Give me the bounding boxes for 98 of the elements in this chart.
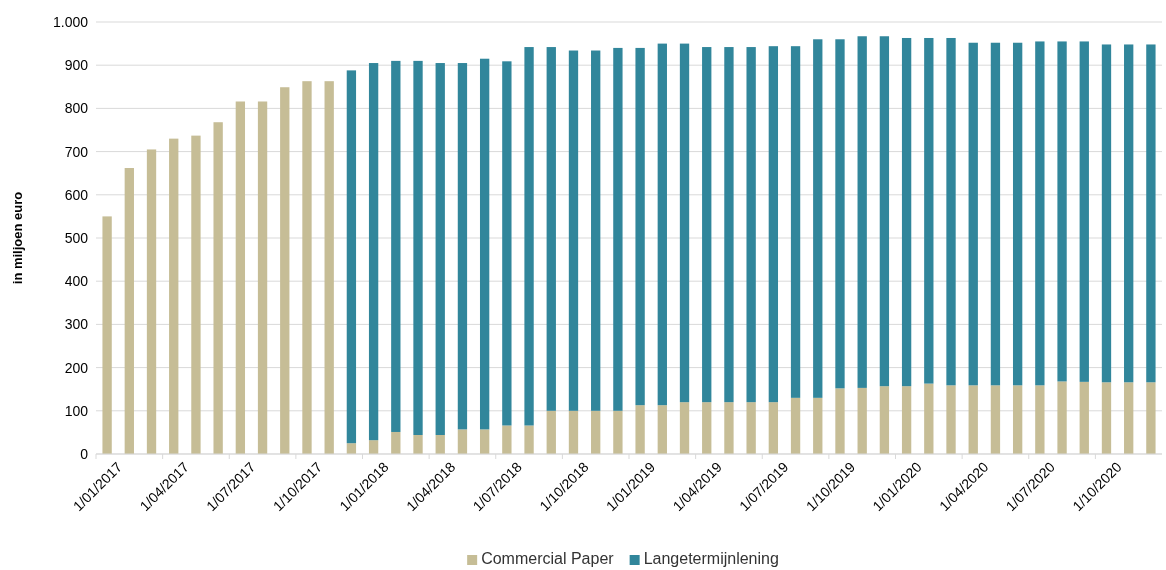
y-tick-label: 600 [64, 186, 89, 203]
bar [391, 431, 401, 454]
bar [879, 386, 890, 454]
bar [857, 36, 867, 388]
bar [124, 168, 134, 454]
bar [968, 42, 978, 386]
y-tick-label: 100 [64, 402, 89, 419]
bar [324, 81, 334, 454]
bar [102, 216, 112, 454]
bar [813, 39, 823, 398]
bar [990, 42, 1001, 386]
bar [768, 402, 779, 454]
bar [479, 429, 490, 454]
bar [879, 36, 890, 387]
bar [457, 63, 468, 430]
bar [235, 101, 246, 454]
bar [257, 101, 268, 454]
bar [302, 81, 312, 454]
bar [502, 61, 512, 426]
bar [568, 50, 579, 411]
bar [213, 122, 223, 454]
y-tick-label: 400 [64, 273, 89, 290]
bar [635, 47, 645, 406]
bar [968, 385, 978, 454]
bar [813, 397, 823, 454]
bar [679, 402, 690, 454]
bar [346, 70, 357, 444]
bar [1124, 382, 1134, 454]
bar [702, 47, 712, 403]
y-tick-label: 300 [64, 316, 89, 333]
bar [613, 47, 623, 411]
bar [1035, 385, 1045, 454]
bar [413, 434, 423, 454]
bar [191, 135, 201, 454]
bar [946, 37, 956, 386]
bar [857, 387, 867, 454]
bar [946, 385, 956, 454]
bar [1012, 385, 1023, 454]
bar [1101, 382, 1112, 454]
bar [924, 37, 934, 384]
bar [724, 47, 734, 403]
bar [1012, 42, 1023, 386]
bar [280, 87, 290, 454]
bar [635, 405, 645, 454]
bar [146, 149, 157, 454]
bar [391, 60, 401, 432]
bar [479, 58, 490, 430]
bar [1124, 44, 1134, 383]
bar [457, 429, 468, 454]
bar [368, 440, 379, 454]
bar [169, 138, 179, 454]
bar [990, 385, 1001, 454]
bar [591, 410, 601, 454]
bar [568, 410, 579, 454]
y-tick-label: 200 [64, 359, 89, 376]
bar [924, 383, 934, 454]
bar [1057, 381, 1067, 454]
bar [1079, 381, 1089, 454]
bar [368, 63, 379, 441]
bar [746, 47, 756, 403]
bar [1101, 44, 1112, 383]
bar [790, 397, 801, 454]
y-tick-label: 900 [64, 57, 89, 74]
y-tick-label: 700 [64, 143, 89, 160]
bar [1146, 382, 1156, 454]
bar [702, 402, 712, 454]
bar [901, 386, 912, 454]
bar [901, 37, 912, 387]
bar [613, 410, 623, 454]
bar [768, 46, 779, 403]
bar [1146, 44, 1156, 383]
bar [835, 39, 845, 389]
bar [657, 43, 667, 406]
bar [524, 47, 534, 426]
bar [591, 50, 601, 411]
bar [1057, 41, 1067, 382]
bar [679, 43, 690, 403]
bar [413, 60, 423, 435]
bar [835, 388, 845, 454]
legend-label: Commercial Paper [481, 550, 615, 567]
bar [502, 425, 512, 454]
y-tick-label: 800 [64, 100, 89, 117]
legend-label: Langetermijnlening [643, 550, 779, 567]
bar [724, 402, 734, 454]
y-tick-label: 0 [80, 445, 89, 462]
bar [435, 434, 445, 454]
bar [1035, 41, 1045, 386]
bar [1079, 41, 1089, 382]
bar [546, 47, 556, 411]
y-tick-label: 500 [64, 229, 89, 246]
bar [435, 63, 445, 435]
bar [546, 410, 556, 454]
bar [746, 402, 756, 454]
bar [657, 405, 667, 454]
y-tick-label: 1.000 [52, 13, 89, 30]
bar [524, 425, 534, 454]
y-axis-title: in miljoen euro [10, 191, 25, 285]
bar [790, 46, 801, 398]
